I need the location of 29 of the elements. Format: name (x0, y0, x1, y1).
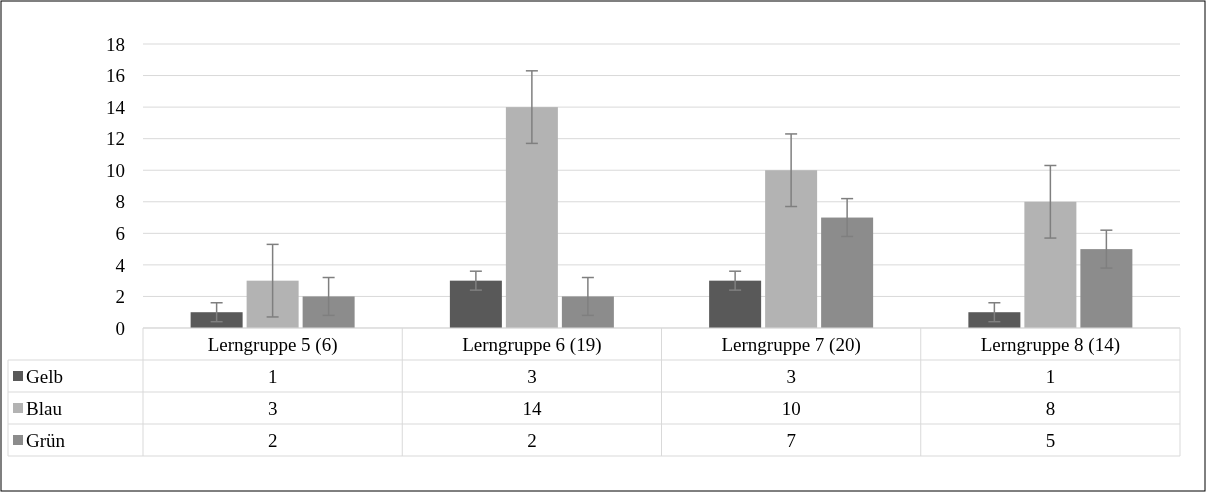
data-label: 10 (781, 397, 801, 419)
data-label: 8 (1045, 397, 1056, 419)
legend-label: Gelb (26, 365, 63, 387)
data-label: 3 (267, 397, 278, 419)
y-tick-label: 10 (106, 159, 125, 181)
legend-label: Blau (26, 397, 63, 419)
data-label: 1 (267, 365, 278, 387)
y-tick-label: 14 (106, 96, 126, 118)
x-tick-label: Lerngruppe 5 (6) (207, 333, 338, 356)
y-tick-label: 4 (115, 254, 126, 276)
x-tick-label: Lerngruppe 7 (20) (721, 333, 861, 356)
data-label: 1 (1045, 365, 1056, 387)
y-tick-label: 8 (115, 191, 125, 213)
y-tick-label: 12 (106, 128, 125, 150)
data-label: 2 (527, 429, 537, 451)
y-tick-label: 6 (115, 222, 125, 244)
y-tick-label: 18 (106, 33, 125, 55)
data-label: 5 (1045, 429, 1056, 451)
y-tick-label: 0 (115, 317, 125, 339)
data-label: 7 (786, 429, 796, 451)
data-label: 14 (522, 397, 542, 419)
x-tick-label: Lerngruppe 6 (19) (462, 333, 602, 356)
data-label: 3 (527, 365, 537, 387)
legend-label: Grün (26, 429, 66, 451)
data-label: 3 (786, 365, 796, 387)
x-tick-label: Lerngruppe 8 (14) (980, 333, 1121, 356)
y-tick-label: 16 (106, 65, 125, 87)
data-label: 2 (267, 429, 278, 451)
y-tick-label: 2 (115, 286, 125, 308)
